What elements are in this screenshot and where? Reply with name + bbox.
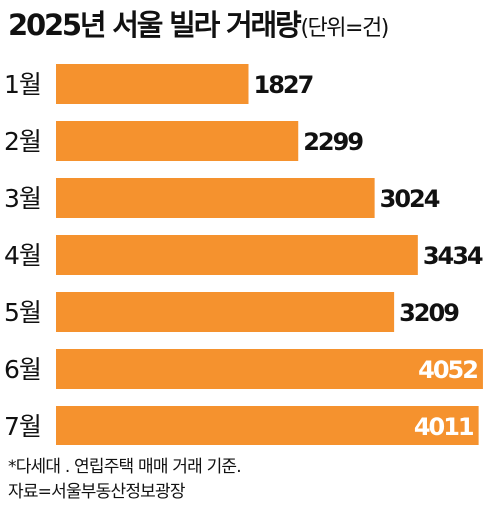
category-label: 4월 bbox=[4, 241, 41, 270]
category-label: 1월 bbox=[4, 70, 41, 99]
data-label: 3209 bbox=[399, 299, 459, 327]
bar bbox=[56, 178, 375, 218]
footnote-source: 자료=서울부동산정보광장 bbox=[8, 482, 185, 502]
category-label: 5월 bbox=[4, 298, 41, 327]
data-label: 4052 bbox=[418, 356, 477, 384]
chart-title: 2025년 서울 빌라 거래량 bbox=[8, 8, 302, 42]
bar-chart: 1월 1827 2월 2299 3월 3024 4월 3434 5월 3209 6월 4052 7월 40… bbox=[4, 64, 485, 445]
bar bbox=[56, 349, 483, 389]
data-label: 3024 bbox=[380, 185, 440, 213]
bar bbox=[56, 292, 395, 332]
footnote-criteria: *다세대 . 연립주택 매매 거래 기준. bbox=[8, 457, 242, 477]
bar bbox=[56, 64, 249, 104]
footnote: *다세대 . 연립주택 매매 거래 기준. 자료=서울부동산정보광장 bbox=[8, 455, 242, 505]
bar bbox=[56, 121, 299, 161]
data-label: 4011 bbox=[414, 413, 474, 441]
bar bbox=[56, 235, 418, 275]
data-label: 2299 bbox=[303, 128, 363, 156]
chart-unit: (단위=건) bbox=[300, 16, 389, 41]
category-label: 3월 bbox=[4, 184, 41, 213]
category-label: 2월 bbox=[4, 127, 41, 156]
data-label: 3434 bbox=[423, 242, 483, 270]
category-label: 7월 bbox=[4, 412, 41, 441]
category-label: 6월 bbox=[4, 355, 41, 384]
chart-title-row: 2025년 서울 빌라 거래량 (단위=건) bbox=[8, 2, 389, 46]
bar bbox=[56, 406, 479, 445]
data-label: 1827 bbox=[254, 71, 313, 99]
